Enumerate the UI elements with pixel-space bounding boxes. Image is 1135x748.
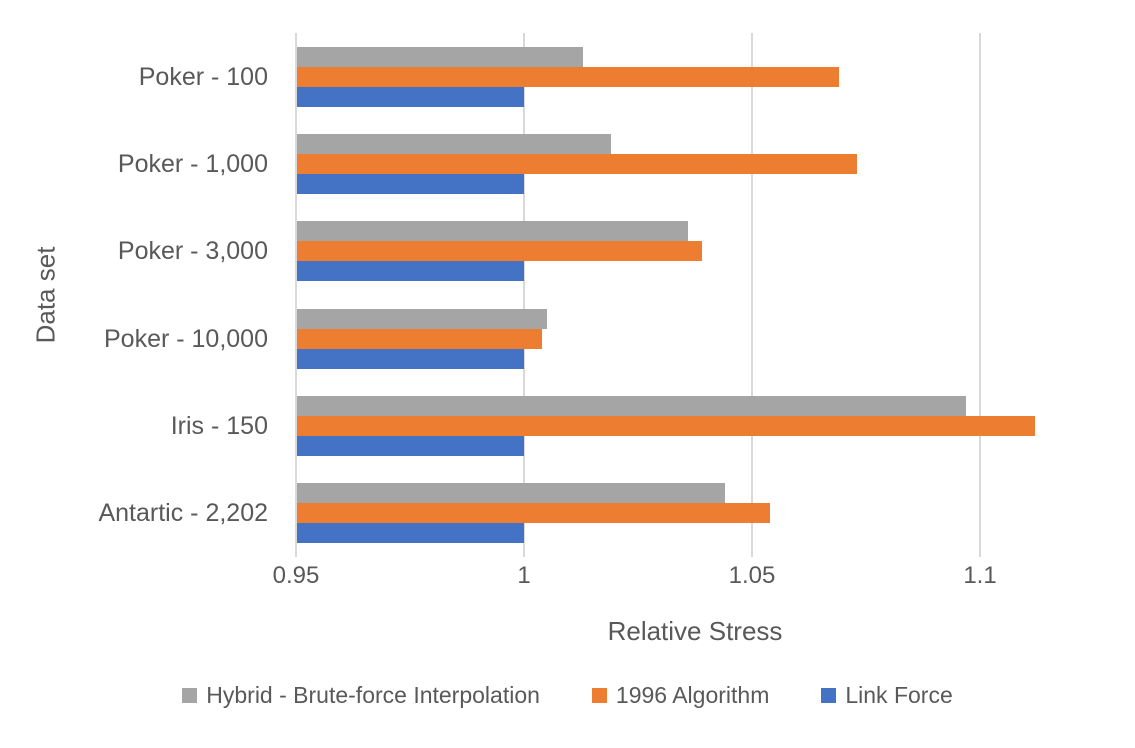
legend-item: 1996 Algorithm: [591, 682, 770, 709]
category-label: Antartic - 2,202: [98, 499, 268, 528]
category-label: Iris - 150: [170, 412, 268, 440]
legend-label: Link Force: [845, 682, 953, 708]
legend-swatch: [182, 688, 198, 703]
x-tick-label: 1: [517, 562, 531, 589]
bar: [297, 503, 771, 524]
bar: [297, 174, 524, 194]
gridline: [523, 33, 525, 557]
bar: [297, 416, 1035, 436]
x-tick-label: 1.1: [963, 562, 997, 589]
bar: [297, 261, 524, 282]
gridline: [751, 33, 753, 557]
category-label: Poker - 10,000: [104, 324, 268, 353]
category-label: Poker - 1,000: [117, 150, 268, 178]
gridline: [295, 33, 297, 557]
bar: [297, 221, 689, 242]
legend: Hybrid - Brute-force Interpolation 1996 A…: [0, 682, 1135, 709]
bar: [297, 436, 524, 456]
legend-item: Link Force: [821, 682, 953, 709]
legend-label: Hybrid - Brute-force Interpolation: [206, 682, 540, 708]
bar: [297, 483, 725, 504]
plot-area: [295, 33, 1094, 557]
x-tick-label: 1.05: [728, 562, 776, 589]
bar: [297, 396, 967, 416]
bar: [297, 86, 524, 107]
bar: [297, 154, 857, 174]
legend-swatch: [821, 688, 837, 703]
legend-item: Hybrid - Brute-force Interpolation: [182, 682, 540, 709]
x-axis-title: Relative Stress: [607, 616, 783, 646]
bar: [297, 241, 702, 262]
category-label: Poker - 3,000: [117, 237, 268, 266]
bar: [297, 134, 611, 154]
bar: [297, 348, 524, 369]
bar: [297, 66, 839, 87]
legend-label: 1996 Algorithm: [615, 682, 770, 708]
gridline: [979, 33, 981, 557]
bar: [297, 328, 543, 349]
bar: [297, 523, 524, 544]
bar: [297, 308, 547, 329]
legend-swatch: [591, 688, 607, 703]
x-tick-label: 0.95: [272, 562, 320, 589]
category-label: Poker - 100: [138, 62, 268, 91]
bar: [297, 46, 584, 67]
